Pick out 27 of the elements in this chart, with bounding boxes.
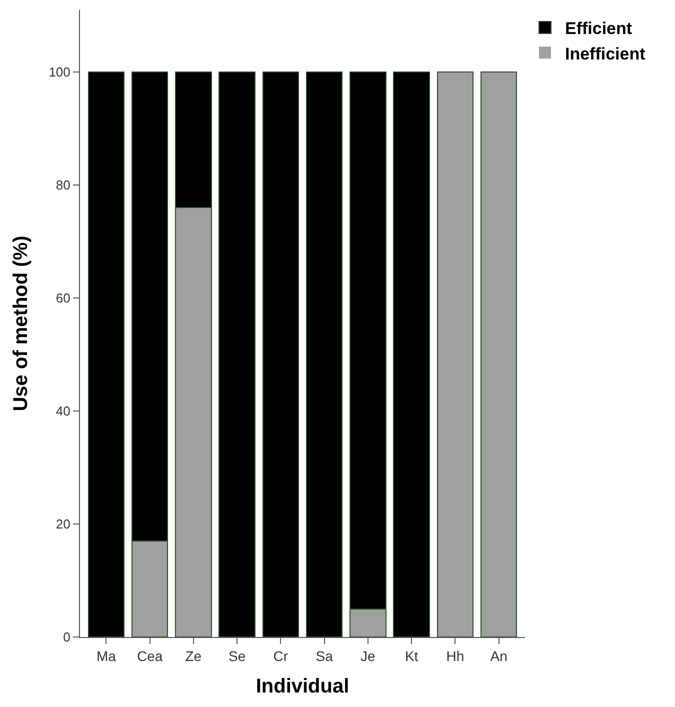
x-tick-label: Hh bbox=[446, 648, 464, 664]
bar bbox=[436, 72, 474, 637]
y-tick-label: 40 bbox=[56, 404, 70, 419]
bar bbox=[393, 72, 430, 637]
bar bbox=[262, 72, 300, 637]
x-tick-label: Sa bbox=[316, 648, 334, 664]
x-tick-label: Cr bbox=[273, 648, 288, 664]
y-tick-label: 20 bbox=[56, 516, 70, 532]
x-tick-label: An bbox=[490, 648, 508, 664]
y-tick-label: 60 bbox=[56, 290, 70, 306]
legend-label: Inefficient bbox=[565, 44, 646, 64]
y-tick-label: 100 bbox=[48, 64, 70, 80]
x-tick-label: Ma bbox=[96, 648, 116, 664]
legend-label: Efficient bbox=[565, 19, 632, 38]
x-tick-label: Ze bbox=[185, 648, 202, 664]
x-tick-label: Cea bbox=[136, 648, 163, 664]
x-tick-label: Se bbox=[228, 648, 246, 664]
x-axis-title: Individual bbox=[256, 675, 350, 698]
y-tick-label: 80 bbox=[56, 178, 70, 193]
bar bbox=[88, 72, 125, 637]
x-tick-label: Kt bbox=[404, 648, 418, 664]
y-tick-label: 0 bbox=[63, 630, 70, 645]
y-axis-title: Use of method (%) bbox=[10, 236, 32, 412]
bar bbox=[218, 72, 256, 637]
bar bbox=[306, 72, 343, 637]
bar bbox=[480, 72, 518, 637]
x-tick-label: Je bbox=[360, 648, 376, 664]
